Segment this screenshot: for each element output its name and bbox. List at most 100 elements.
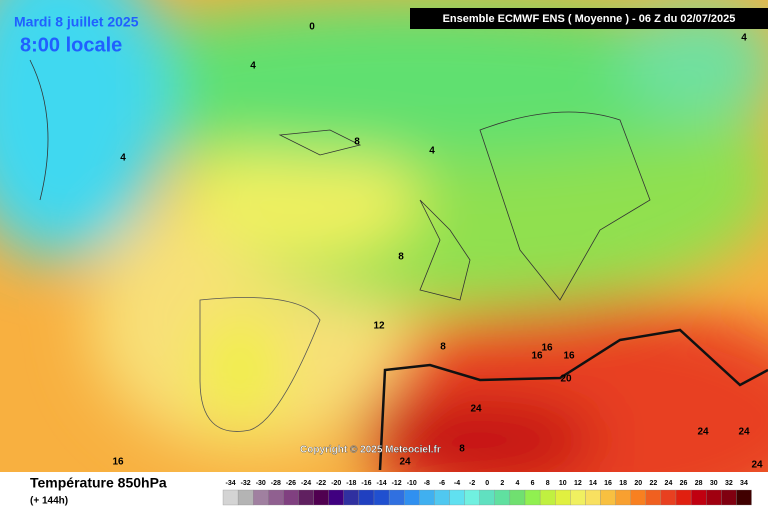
scale-swatch (555, 489, 571, 506)
contour-label: 0 (309, 22, 315, 33)
lead-time: (+ 144h) (30, 496, 68, 507)
scale-swatch (222, 489, 239, 506)
scale-swatch (373, 489, 390, 506)
local-time: 8:00 locale (20, 34, 122, 56)
scale-swatch (434, 489, 450, 506)
scale-swatch (494, 489, 511, 506)
scale-swatch (464, 489, 480, 506)
scale-label: 10 (559, 480, 567, 487)
scale-label: -26 (286, 480, 296, 487)
scale-label: 2 (500, 480, 504, 487)
scale-swatch (388, 489, 405, 506)
scale-label: -6 (439, 480, 445, 487)
scale-swatch (539, 489, 556, 506)
contour-label: 16 (112, 457, 124, 468)
scale-label: 14 (589, 480, 597, 487)
scale-swatch (721, 489, 737, 506)
scale-swatch (736, 489, 752, 506)
scale-label: -22 (316, 480, 326, 487)
scale-swatch (328, 489, 344, 506)
scale-swatch (404, 489, 420, 506)
scale-swatch (615, 489, 631, 506)
copyright: Copyright © 2025 Meteociel.fr (300, 445, 441, 456)
scale-label: 28 (695, 480, 703, 487)
contour-label: 4 (120, 153, 126, 164)
contour-label: 16 (541, 343, 553, 354)
contour-labels: 0 4 4 4 8 4 8 12 8 16 16 16 20 24 8 16 2… (112, 22, 763, 471)
scale-label: -28 (271, 480, 281, 487)
contour-label: 8 (459, 444, 465, 455)
scale-label: -16 (361, 480, 371, 487)
scale-swatch (585, 489, 601, 506)
scale-swatch (479, 489, 495, 506)
contour-label: 4 (250, 61, 256, 72)
scale-swatch (600, 489, 616, 506)
scale-label: -18 (346, 480, 356, 487)
scale-swatch (283, 489, 299, 506)
scale-label: -30 (256, 480, 266, 487)
scale-swatch (706, 489, 722, 506)
scale-swatch (675, 489, 692, 506)
scale-label: 6 (531, 480, 535, 487)
scale-swatch (358, 489, 375, 506)
contour-label: 4 (741, 33, 747, 44)
scale-label: 0 (485, 480, 489, 487)
scale-label: -14 (376, 480, 386, 487)
scale-swatch (690, 489, 707, 506)
scale-label: 8 (546, 480, 550, 487)
contour-label: 24 (751, 460, 763, 471)
scale-label: -12 (392, 480, 402, 487)
scale-swatch (343, 489, 360, 506)
contour-label: 12 (373, 321, 385, 332)
scale-swatch (419, 489, 435, 506)
contour-label: 4 (429, 146, 435, 157)
scale-swatch (237, 489, 254, 506)
scale-swatch (313, 489, 329, 506)
scale-swatch (449, 489, 465, 506)
scale-label: 24 (665, 480, 673, 487)
color-scale: -34 -32 -30 -28 -26 -24 -22 -20 -18 -16 -14 -12 -10-… (222, 480, 752, 506)
scale-label: 32 (725, 480, 733, 487)
scale-label: 12 (574, 480, 582, 487)
scale-swatch (253, 489, 269, 506)
scale-label: -10 (407, 480, 417, 487)
contour-label: 16 (531, 351, 543, 362)
scale-label: -24 (301, 480, 311, 487)
scale-label: -2 (469, 480, 475, 487)
coastlines (29, 59, 651, 432)
scale-label: 16 (604, 480, 612, 487)
contour-label: 24 (697, 427, 709, 438)
scale-label: 26 (680, 480, 688, 487)
contour-label: 20 (560, 374, 572, 385)
contour-label: 8 (398, 252, 404, 263)
scale-swatch (570, 489, 586, 506)
contour-label: 8 (354, 137, 360, 148)
scale-swatch (268, 489, 284, 506)
scale-swatch (630, 489, 646, 506)
scale-swatch (509, 489, 526, 506)
scale-label: 30 (710, 480, 718, 487)
scale-label: -8 (424, 480, 430, 487)
scale-label: 4 (515, 480, 519, 487)
date: Mardi 8 juillet 2025 (14, 14, 139, 30)
contour-label: 24 (738, 427, 750, 438)
scale-label: -32 (241, 480, 251, 487)
contour-label: 24 (470, 404, 482, 415)
contour-label: 24 (399, 457, 411, 468)
scale-label: -34 (225, 480, 235, 487)
contour-label: 16 (563, 351, 575, 362)
run-box (410, 8, 768, 29)
parameter: Température 850hPa (30, 475, 167, 491)
scale-swatch (298, 489, 314, 506)
scale-label: -20 (331, 480, 341, 487)
scale-swatch (524, 489, 541, 506)
scale-label: 22 (649, 480, 657, 487)
scale-label: 34 (740, 480, 748, 487)
run-info: Ensemble ECMWF ENS ( Moyenne ) - 06 Z du… (443, 13, 736, 25)
scale-label: 20 (634, 480, 642, 487)
scale-label: 18 (619, 480, 627, 487)
scale-label: -4 (454, 480, 460, 487)
scale-swatch (645, 489, 662, 506)
